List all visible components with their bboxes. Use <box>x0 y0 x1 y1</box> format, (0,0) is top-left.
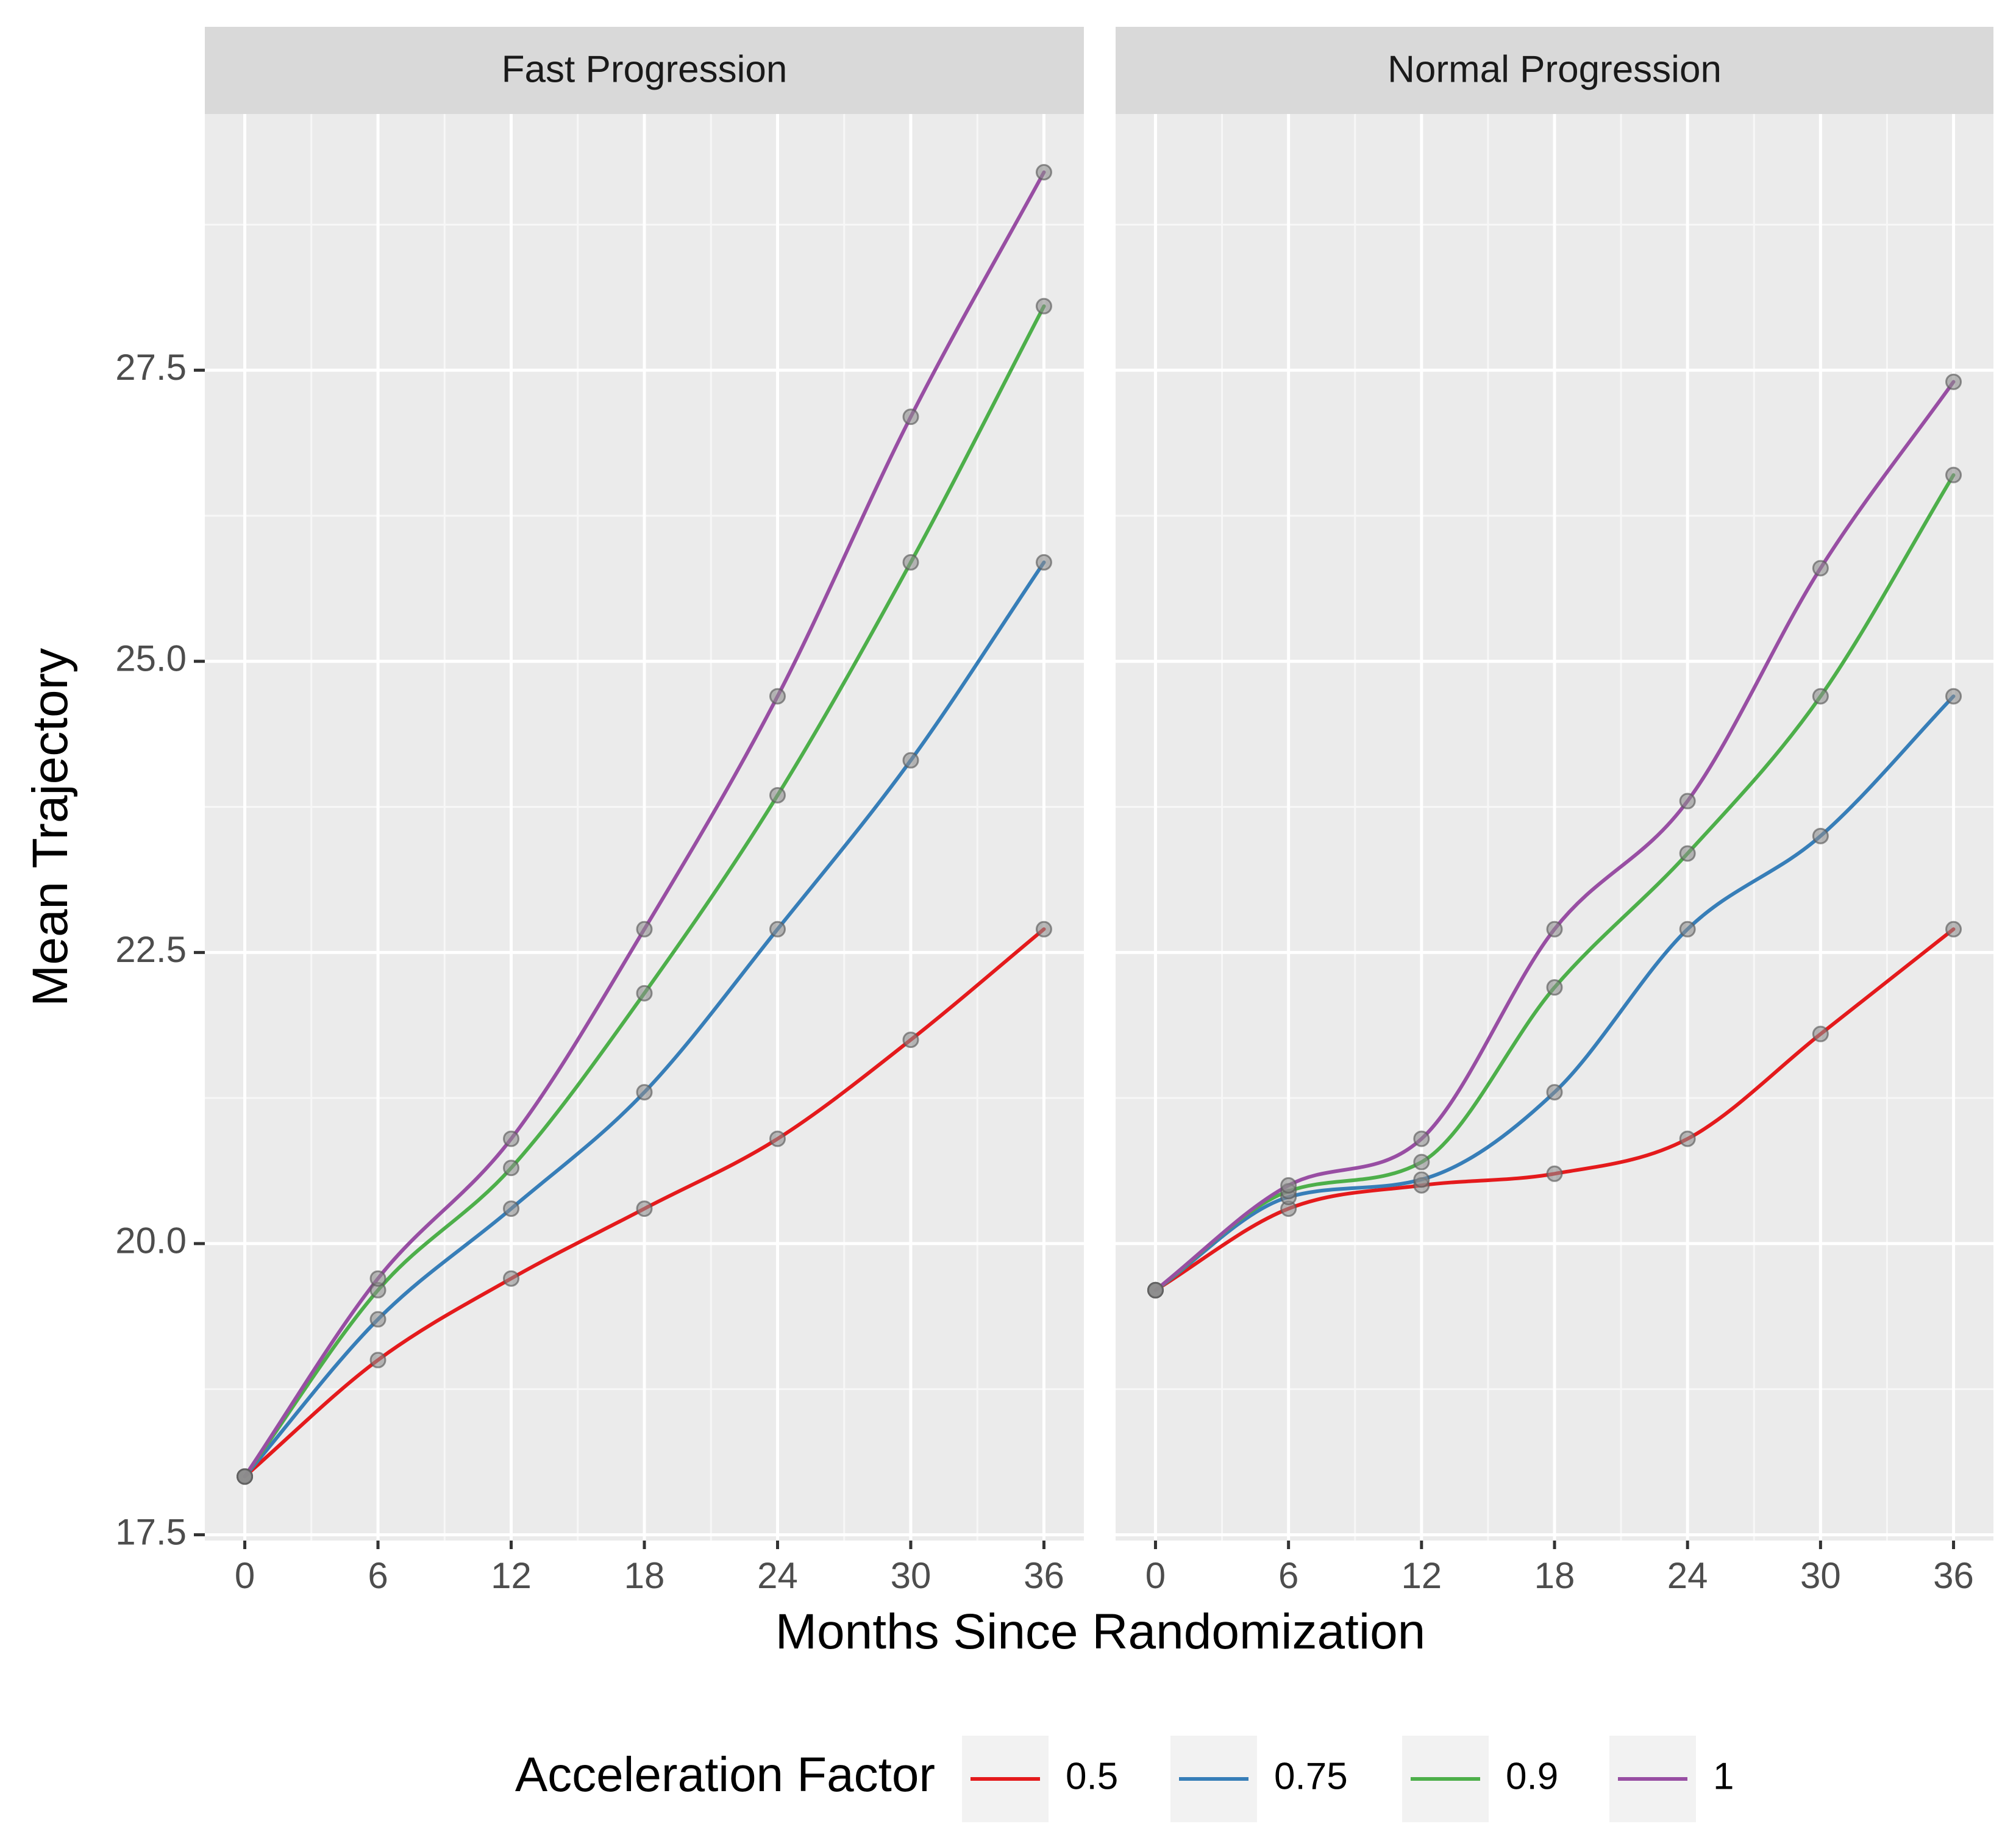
panel-strip <box>205 27 1084 114</box>
data-point <box>1945 373 1962 390</box>
data-point <box>1679 921 1696 938</box>
data-point <box>369 1270 386 1287</box>
x-tick-label: 12 <box>491 1555 532 1596</box>
panel-title: Normal Progression <box>1387 48 1722 90</box>
x-tick-label: 24 <box>757 1555 798 1596</box>
data-point <box>636 921 653 938</box>
data-point <box>902 1032 919 1049</box>
data-point <box>769 921 786 938</box>
x-tick-label: 18 <box>624 1555 665 1596</box>
data-point <box>1812 1025 1829 1042</box>
y-axis: 17.5 20.0 22.5 25.0 27.5 <box>115 347 205 1552</box>
data-point <box>902 554 919 571</box>
y-tick-label: 25.0 <box>115 638 187 679</box>
data-point <box>1679 793 1696 810</box>
x-tick-label: 24 <box>1667 1555 1708 1596</box>
data-point <box>1546 1165 1563 1182</box>
legend-label: 0.5 <box>1066 1755 1118 1797</box>
data-point <box>1035 298 1052 315</box>
data-point <box>636 1084 653 1101</box>
data-point <box>636 1200 653 1217</box>
data-point <box>503 1160 520 1177</box>
y-axis-title: Mean Trajectory <box>23 648 78 1007</box>
x-axis: 0 6 12 18 24 30 36 <box>1145 1541 1974 1596</box>
panel-fast-progression: Fast Progression 0 6 12 18 24 30 36 <box>205 27 1084 1596</box>
data-point <box>636 985 653 1002</box>
x-tick-label: 0 <box>235 1555 255 1596</box>
data-point <box>1413 1153 1430 1171</box>
data-point <box>369 1352 386 1369</box>
x-tick-label: 12 <box>1401 1555 1442 1596</box>
data-point <box>1945 921 1962 938</box>
y-tick-label: 27.5 <box>115 347 187 388</box>
series-points <box>237 164 1052 1485</box>
x-tick-label: 36 <box>1933 1555 1974 1596</box>
x-tick-label: 6 <box>368 1555 388 1596</box>
data-point <box>503 1200 520 1217</box>
legend: Acceleration Factor 0.5 0.75 0.9 1 <box>515 1736 1734 1822</box>
data-point <box>1945 466 1962 483</box>
data-point <box>902 752 919 769</box>
x-axis-title: Months Since Randomization <box>775 1604 1426 1659</box>
data-point <box>503 1270 520 1287</box>
data-point <box>1413 1171 1430 1188</box>
data-point <box>1035 554 1052 571</box>
data-point <box>1280 1177 1297 1194</box>
data-point <box>769 688 786 705</box>
legend-label: 0.75 <box>1274 1755 1348 1797</box>
data-point <box>1035 164 1052 181</box>
data-point <box>1945 688 1962 705</box>
data-point <box>237 1468 254 1485</box>
x-tick-label: 36 <box>1024 1555 1064 1596</box>
y-tick-label: 17.5 <box>115 1511 187 1552</box>
data-point <box>1546 1084 1563 1101</box>
y-tick-label: 20.0 <box>115 1221 187 1261</box>
data-point <box>769 1130 786 1147</box>
data-point <box>1812 827 1829 844</box>
x-tick-label: 18 <box>1534 1555 1575 1596</box>
data-point <box>1147 1281 1164 1299</box>
legend-label: 0.9 <box>1506 1755 1558 1797</box>
data-point <box>769 786 786 804</box>
legend-label: 1 <box>1713 1755 1734 1797</box>
data-point <box>1035 921 1052 938</box>
panel-title: Fast Progression <box>502 48 788 90</box>
data-point <box>1679 1130 1696 1147</box>
data-point <box>1812 560 1829 577</box>
data-point <box>1546 921 1563 938</box>
panel-strip <box>1116 27 1993 114</box>
x-tick-label: 30 <box>891 1555 931 1596</box>
x-axis: 0 6 12 18 24 30 36 <box>235 1541 1064 1596</box>
legend-title: Acceleration Factor <box>515 1747 935 1801</box>
data-point <box>1413 1130 1430 1147</box>
x-tick-label: 30 <box>1800 1555 1841 1596</box>
data-point <box>902 408 919 426</box>
major-gridlines <box>205 114 1084 1541</box>
y-tick-label: 22.5 <box>115 929 187 970</box>
data-point <box>1679 845 1696 862</box>
data-point <box>1546 979 1563 996</box>
data-point <box>1812 688 1829 705</box>
data-point <box>503 1130 520 1147</box>
major-gridlines <box>1116 114 1993 1541</box>
x-tick-label: 6 <box>1278 1555 1298 1596</box>
data-point <box>369 1311 386 1328</box>
panel-normal-progression: Normal Progression 0 6 12 18 24 30 36 <box>1116 27 1993 1596</box>
series-points <box>1147 373 1962 1299</box>
x-tick-label: 0 <box>1145 1555 1166 1596</box>
